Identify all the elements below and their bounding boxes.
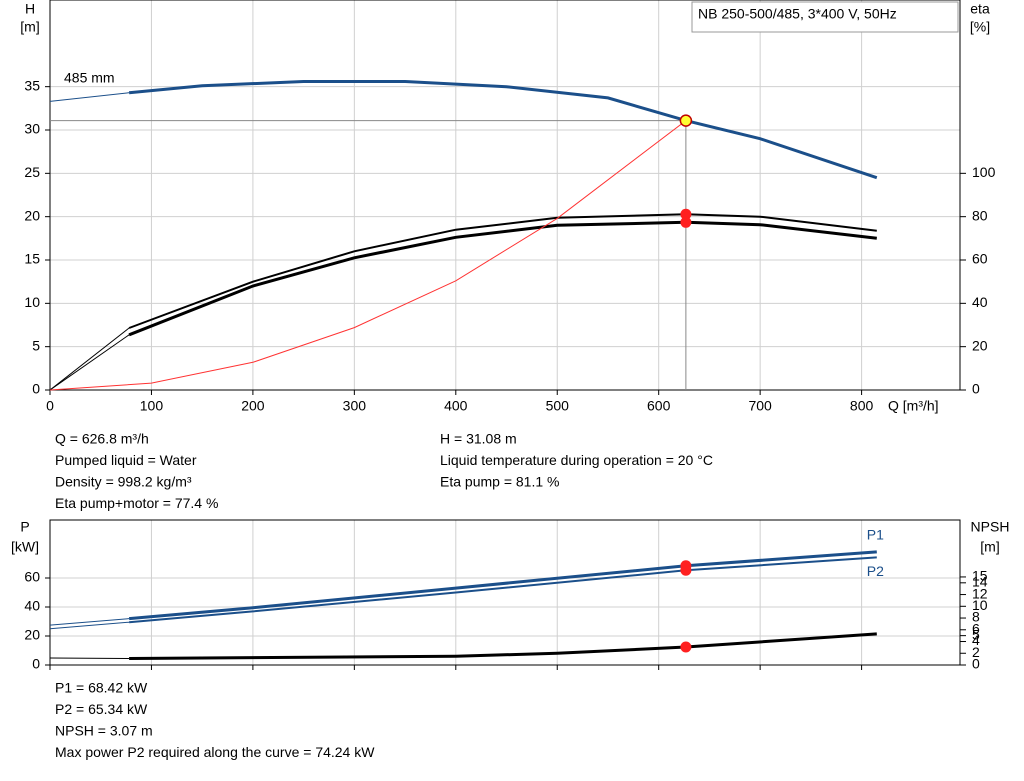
x-tick-label: 100 [140, 398, 164, 414]
readout: P2 = 65.34 kW [55, 701, 148, 717]
y-tick-label: 10 [24, 294, 40, 310]
y-tick-label: 15 [24, 251, 40, 267]
readout: NPSH = 3.07 m [55, 723, 153, 739]
readout: Q = 626.8 m³/h [55, 431, 149, 447]
y-tick-label: 60 [24, 569, 40, 585]
readout: Pumped liquid = Water [55, 452, 197, 468]
x-tick-label: 400 [444, 398, 468, 414]
y2-tick-label: 5 [972, 626, 980, 642]
plot-frame [49, 0, 961, 391]
y2-axis-label: NPSH [971, 519, 1010, 535]
operating-point [680, 641, 692, 653]
curve [49, 92, 130, 102]
y2-tick-label: 4 [972, 632, 980, 648]
x-axis-label: Q [m³/h] [888, 398, 939, 414]
y2-axis-unit: [m] [980, 539, 999, 555]
operating-point [680, 564, 692, 576]
y-tick-label: 40 [24, 598, 40, 614]
x-tick-label: 700 [748, 398, 772, 414]
readout: H = 31.08 m [440, 431, 517, 447]
curve [128, 550, 877, 621]
curve-label: 485 mm [64, 69, 115, 85]
y-tick-label: 20 [24, 207, 40, 223]
operating-point [680, 208, 692, 220]
x-tick-label: 300 [343, 398, 367, 414]
y2-tick-label: 20 [972, 337, 988, 353]
y2-tick-label: 2 [972, 644, 980, 660]
curve [129, 632, 877, 660]
y2-tick-label: 80 [972, 207, 988, 223]
operating-point [680, 216, 692, 228]
y-tick-label: 0 [32, 656, 40, 672]
chart-title: NB 250-500/485, 3*400 V, 50Hz [698, 6, 897, 22]
curve [49, 618, 130, 626]
y2-tick-label: 6 [972, 620, 980, 636]
readout: Liquid temperature during operation = 20… [440, 452, 713, 468]
y-tick-label: 25 [24, 164, 40, 180]
y2-tick-label: 0 [972, 381, 980, 397]
y-tick-label: 30 [24, 121, 40, 137]
readout: Eta pump+motor = 77.4 % [55, 495, 218, 511]
readout: P1 = 68.42 kW [55, 680, 148, 696]
y2-tick-label: 12 [972, 585, 988, 601]
y-axis-unit: [kW] [11, 539, 39, 555]
y2-tick-label: 60 [972, 251, 988, 267]
y-axis-label: H [25, 1, 35, 17]
x-tick-label: 200 [241, 398, 265, 414]
y2-axis-label: eta [970, 1, 990, 17]
y-axis-label: P [20, 519, 29, 535]
curve [49, 657, 130, 659]
x-tick-label: 600 [647, 398, 671, 414]
y-tick-label: 20 [24, 627, 40, 643]
readout: Density = 998.2 kg/m³ [55, 474, 192, 490]
legend-label: P1 [867, 527, 884, 543]
x-tick-label: 500 [546, 398, 570, 414]
readout: Max power P2 required along the curve = … [55, 744, 375, 760]
curve [49, 327, 130, 391]
legend-label: P2 [867, 563, 884, 579]
y-axis-unit: [m] [20, 19, 39, 35]
y2-tick-label: 100 [972, 164, 996, 180]
curve [128, 213, 877, 329]
plot-frame [49, 519, 961, 666]
y-tick-label: 0 [32, 381, 40, 397]
curve [49, 120, 687, 391]
y2-tick-label: 14 [972, 574, 988, 590]
curve [129, 556, 877, 624]
title-box [691, 1, 959, 33]
y-tick-label: 35 [24, 77, 40, 93]
readout: Eta pump = 81.1 % [440, 474, 559, 490]
y2-tick-label: 15 [972, 568, 988, 584]
curve [128, 220, 877, 337]
curve [49, 334, 130, 391]
x-tick-label: 0 [46, 398, 54, 414]
y-tick-label: 5 [32, 337, 40, 353]
x-tick-label: 800 [850, 398, 874, 414]
y2-tick-label: 10 [972, 597, 988, 613]
y2-axis-unit: [%] [970, 19, 990, 35]
curve [49, 621, 130, 630]
y2-tick-label: 8 [972, 609, 980, 625]
y2-tick-label: 0 [972, 656, 980, 672]
curve [128, 80, 878, 180]
y2-tick-label: 40 [972, 294, 988, 310]
operating-point [679, 114, 693, 127]
